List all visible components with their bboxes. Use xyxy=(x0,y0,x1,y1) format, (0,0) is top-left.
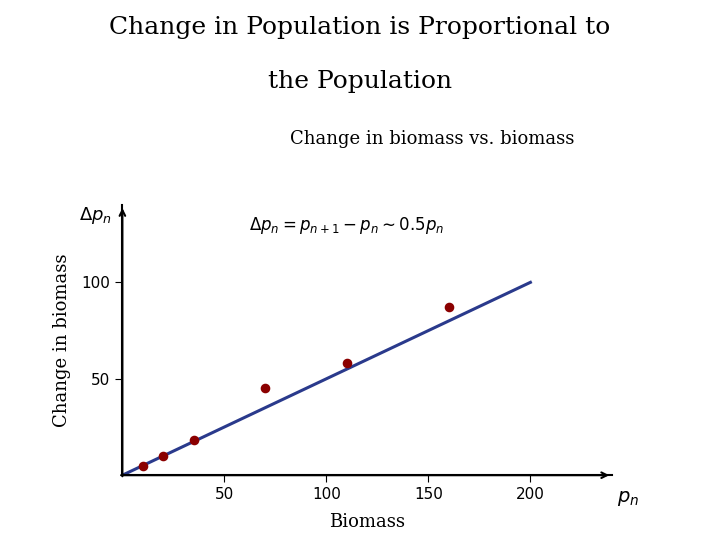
Text: Change in biomass vs. biomass: Change in biomass vs. biomass xyxy=(290,130,574,147)
Point xyxy=(188,436,199,445)
Point xyxy=(137,461,148,470)
X-axis label: Biomass: Biomass xyxy=(329,513,405,531)
Text: $p_n$: $p_n$ xyxy=(617,489,639,508)
Text: $\Delta p_n = p_{n+1} - p_n \sim 0.5p_n$: $\Delta p_n = p_{n+1} - p_n \sim 0.5p_n$ xyxy=(249,215,444,236)
Point xyxy=(158,451,169,460)
Point xyxy=(341,359,353,368)
Y-axis label: Change in biomass: Change in biomass xyxy=(53,253,71,427)
Text: Change in Population is Proportional to: Change in Population is Proportional to xyxy=(109,16,611,39)
Text: the Population: the Population xyxy=(268,70,452,93)
Point xyxy=(443,303,454,312)
Text: $\Delta p_n$: $\Delta p_n$ xyxy=(79,205,112,226)
Point xyxy=(259,384,271,393)
